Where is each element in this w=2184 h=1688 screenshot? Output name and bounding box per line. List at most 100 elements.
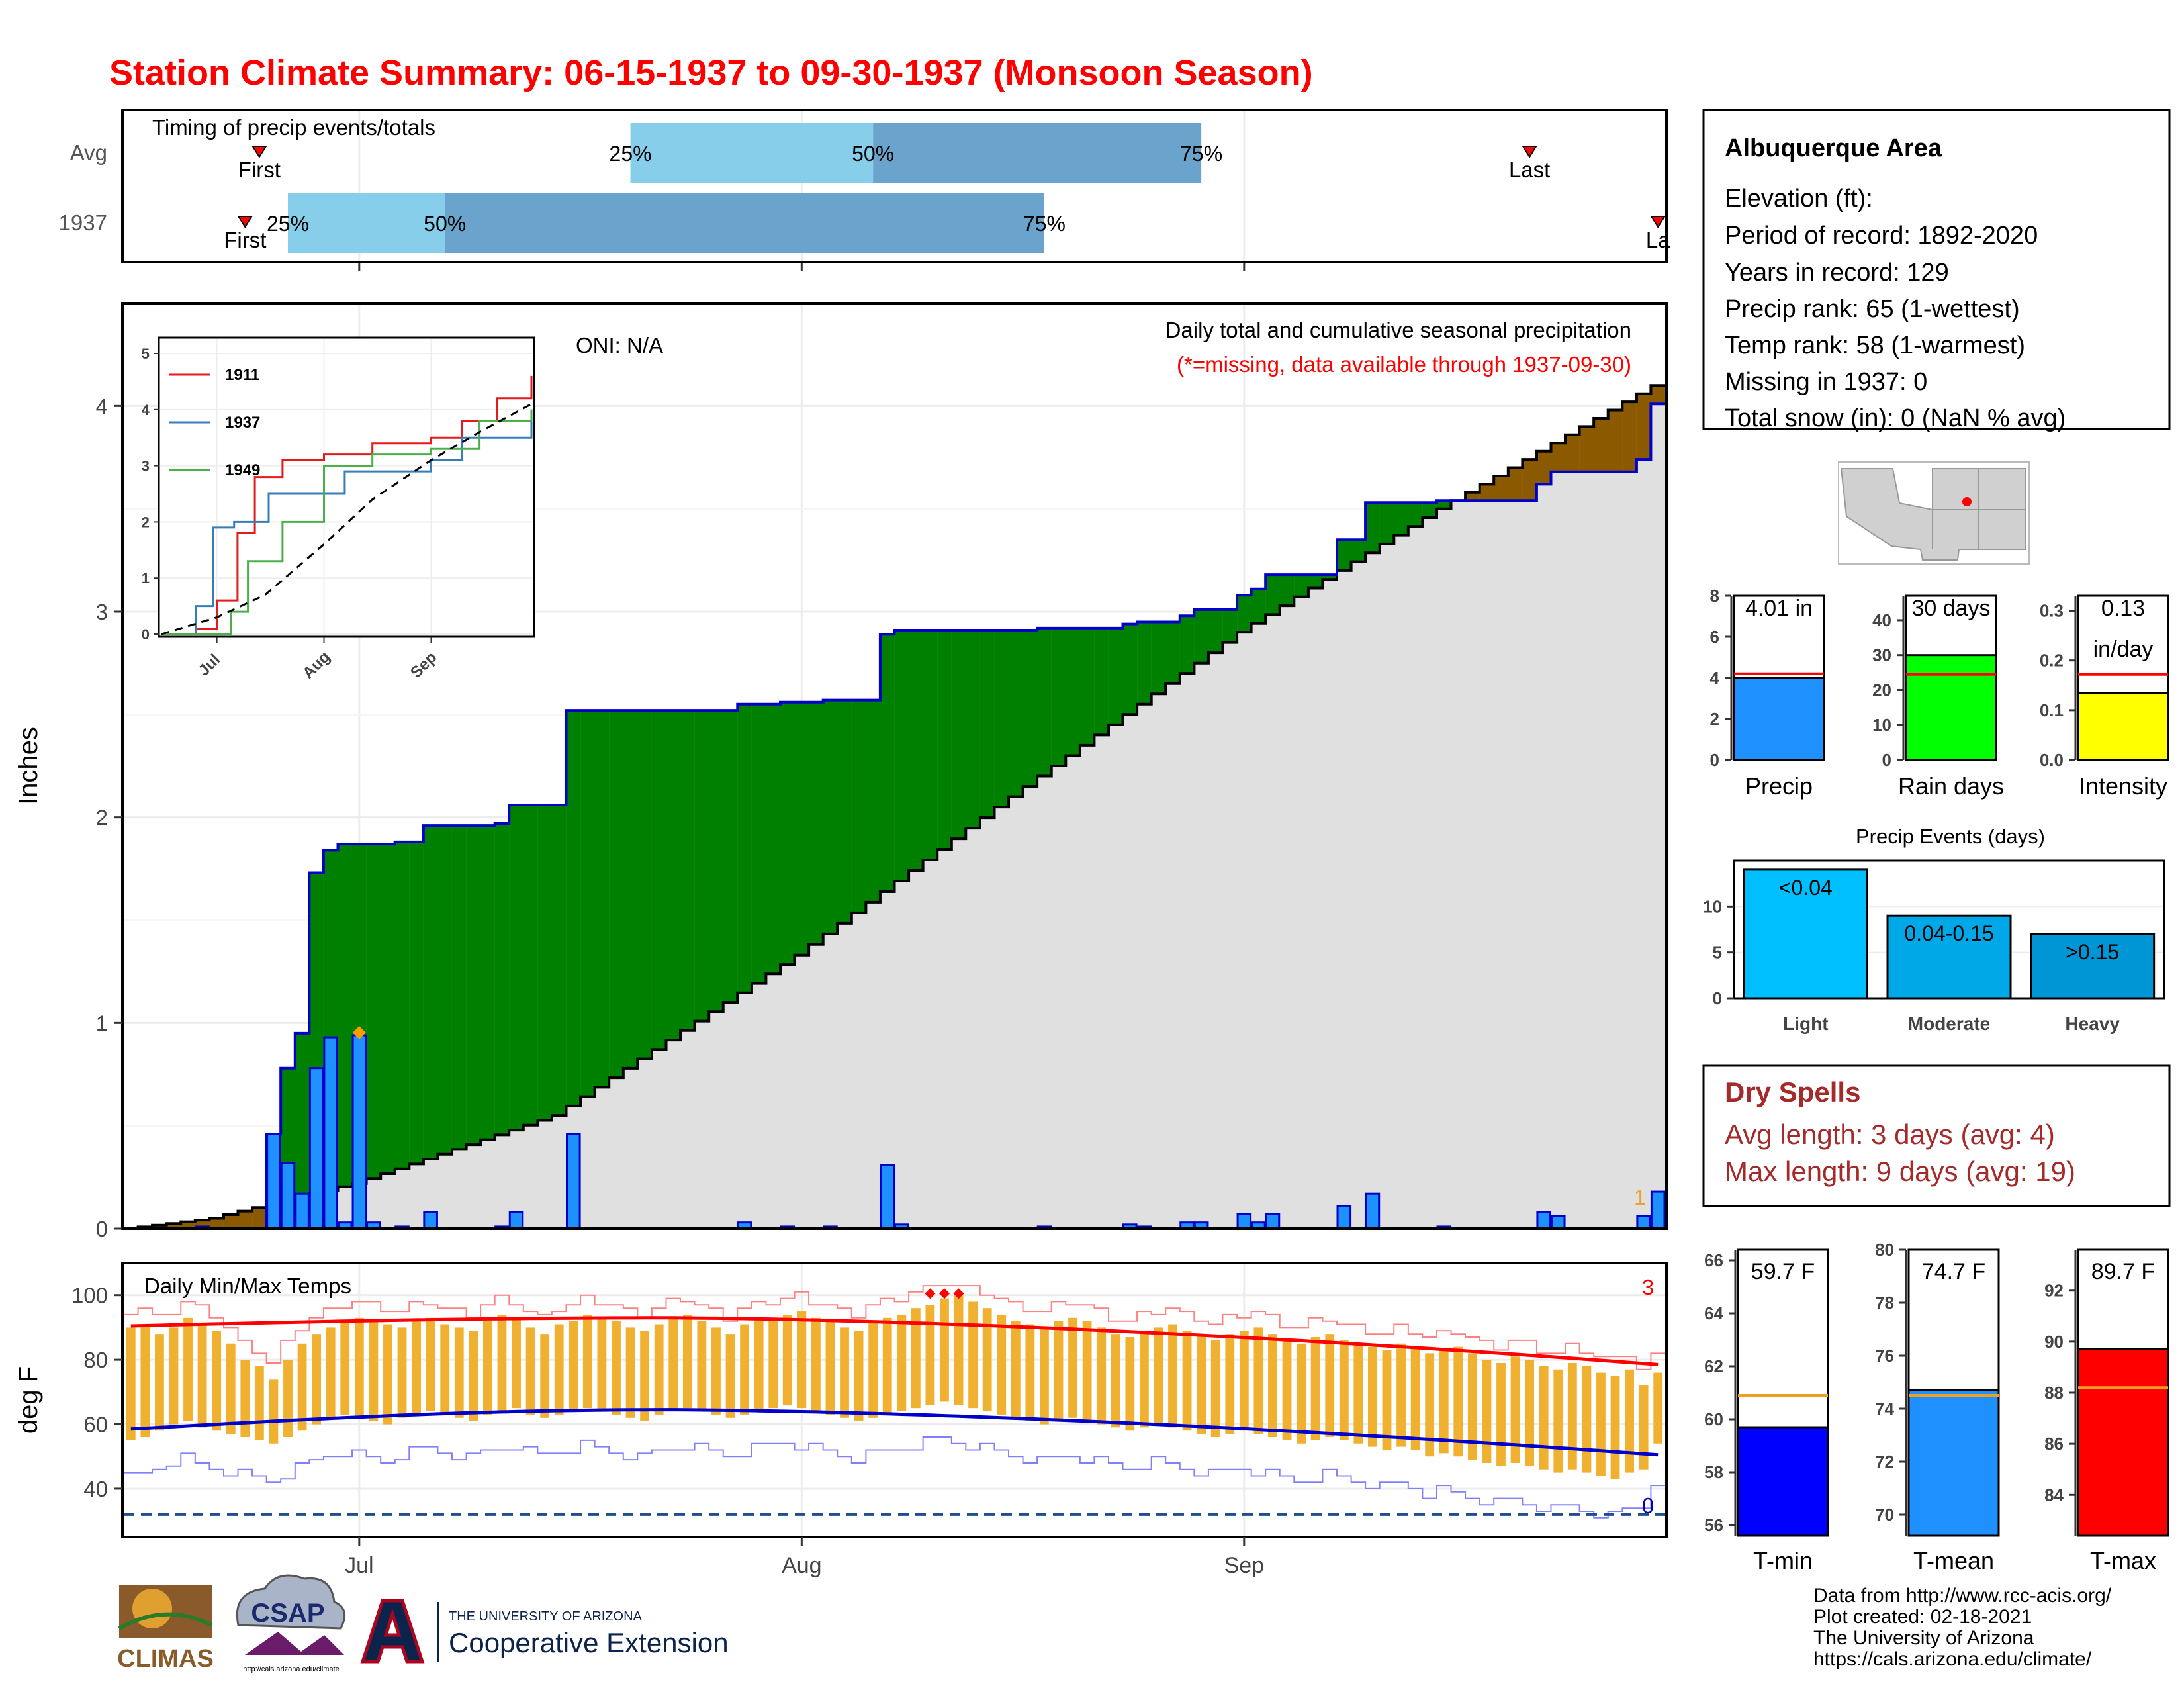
mini-bar-fill xyxy=(1905,654,1997,761)
precip-y-ticks: 0 1 2 3 4 xyxy=(96,394,122,1241)
avg-cumulative-area xyxy=(124,385,1665,1229)
station-marker xyxy=(1962,497,1972,506)
temp-summary-tick-label: 70 xyxy=(1875,1505,1894,1524)
temp-range-bar xyxy=(1239,1331,1249,1431)
avg-cumulative-step xyxy=(124,384,1665,1230)
events-tick-label: 0 xyxy=(1713,988,1722,1008)
station-info-line: Temp rank: 58 (1-warmest) xyxy=(1725,332,2025,359)
daily-precip-bar xyxy=(423,1211,438,1230)
events-bars: <0.04 Light 0.04-0.15 Moderate >0.15 Heavy 0 5 1… xyxy=(1703,859,2165,1034)
time-x-tick-label: Aug xyxy=(782,1553,822,1578)
events-bar-range: >0.15 xyxy=(2066,940,2119,964)
temp-summary-bars: 56 58 60 62 64 66 59.7 F T-min 70 72 74 76 78 80 74.7 … xyxy=(1704,1240,2169,1574)
timing-label-50: 50% xyxy=(852,142,894,165)
precip-y-tick-label: 1 xyxy=(96,1011,108,1035)
temp-range-bar xyxy=(1325,1334,1335,1438)
mini-bar-tick-label: 4 xyxy=(1710,668,1720,688)
temp-summary-tick-label: 66 xyxy=(1704,1250,1723,1270)
station-info-line: Elevation (ft): xyxy=(1725,185,1873,212)
mini-bar-precip: 0 2 4 6 8 4.01 in Precip xyxy=(1710,586,1825,800)
temp-summary-t-mean: 70 72 74 76 78 80 74.7 F T-mean xyxy=(1875,1240,2000,1574)
temp-range-bar xyxy=(1653,1372,1663,1444)
temp-y-tick-label: 60 xyxy=(83,1413,108,1437)
temp-frame xyxy=(121,1262,1668,1538)
temp-range-bar xyxy=(326,1327,336,1418)
inset-lines xyxy=(161,375,533,635)
temp-range-bar xyxy=(882,1317,892,1415)
daily-precip-bar xyxy=(1336,1205,1352,1230)
temp-range-bar xyxy=(982,1308,992,1412)
temp-range-bar xyxy=(269,1379,279,1444)
temp-summary-tick-label: 86 xyxy=(2044,1434,2064,1454)
temp-range-bar xyxy=(1496,1362,1506,1466)
precip-y-tick-label: 4 xyxy=(96,394,108,418)
timing-last-marker xyxy=(1522,146,1537,158)
precip-y-tick-label: 0 xyxy=(96,1217,108,1241)
temp-summary-label: T-mean xyxy=(1913,1547,1994,1574)
daily-precip-bar xyxy=(308,1067,324,1230)
climas-logo-sun xyxy=(132,1589,172,1628)
temp-range-bar xyxy=(968,1301,978,1409)
temp-range-bar xyxy=(1210,1340,1220,1438)
temp-range-bar xyxy=(1510,1356,1520,1463)
events-bar-range: 0.04-0.15 xyxy=(1904,921,1993,945)
temp-range-bar xyxy=(426,1317,435,1412)
precip-subtitle: Daily total and cumulative seasonal prec… xyxy=(1165,318,1631,342)
inset-line-1937 xyxy=(161,409,533,635)
timing-first-label: First xyxy=(224,228,266,252)
mini-bar-intensity: 0.0 0.1 0.2 0.3 0.13 in/day Intensity xyxy=(2040,594,2169,800)
events-tick-label: 5 xyxy=(1713,943,1722,962)
temp-summary-tick-label: 90 xyxy=(2044,1332,2064,1352)
footer-line: https://cals.arizona.edu/climate/ xyxy=(1813,1648,2092,1670)
inset-y-tick-label: 5 xyxy=(142,346,150,362)
mini-bar-tick-label: 0 xyxy=(1710,750,1719,770)
temp-range-bar xyxy=(1282,1340,1292,1440)
temp-summary-tick-label: 92 xyxy=(2044,1281,2064,1301)
map-state-borders xyxy=(1932,469,2025,549)
temp-summary-tick-label: 78 xyxy=(1875,1293,1894,1313)
below-avg-area xyxy=(138,385,1665,1229)
temp-range-bar xyxy=(1596,1372,1606,1476)
temp-range-bar xyxy=(340,1321,350,1415)
inset-legend-label: 1911 xyxy=(225,366,259,384)
daily-precip-bar xyxy=(508,1211,524,1230)
footer-line: Plot created: 02-18-2021 xyxy=(1813,1606,2032,1628)
temp-title: Daily Min/Max Temps xyxy=(144,1274,351,1298)
temp-summary-fill xyxy=(2077,1348,2169,1537)
mini-bar-tick-label: 10 xyxy=(1872,715,1891,735)
temp-range-bar xyxy=(640,1331,650,1421)
events-tick-label: 10 xyxy=(1703,896,1722,916)
record-high-marker xyxy=(925,1288,936,1299)
temp-range-bar xyxy=(440,1324,450,1415)
temp-range-bar xyxy=(1482,1360,1492,1463)
temp-range-bar xyxy=(668,1317,678,1412)
temp-range-bar xyxy=(1297,1343,1306,1444)
events-title: Precip Events (days) xyxy=(1856,825,2045,848)
max-daily-marker xyxy=(352,1025,366,1039)
timing-bar-q50-q75 xyxy=(873,123,1202,183)
station-info-frame xyxy=(1702,109,2171,430)
temp-range-bar xyxy=(1368,1346,1377,1447)
csap-logo: CSAP http://cals.arizona.edu/climate xyxy=(236,1574,346,1673)
temp-range-bar xyxy=(212,1331,222,1431)
temp-range-bar xyxy=(1639,1385,1649,1470)
temp-range-bar xyxy=(483,1321,492,1415)
seasonal-summary-bars: 0 2 4 6 8 4.01 in Precip 0 10 20 30 40 30 days Rain d… xyxy=(1710,586,2169,800)
temp-range-bar xyxy=(397,1327,407,1418)
daily-precip-bar xyxy=(295,1192,310,1230)
daily-precip-bar xyxy=(1650,1190,1666,1230)
temp-range-bar xyxy=(1610,1376,1620,1479)
daily-precip-bar xyxy=(1265,1213,1281,1230)
temp-range-bar xyxy=(1111,1334,1120,1428)
temp-range-bar xyxy=(169,1327,179,1425)
temp-range-bar xyxy=(1082,1321,1092,1421)
temp-range-bar xyxy=(140,1324,150,1438)
temp-range-bar xyxy=(782,1314,792,1405)
temp-y-tick-label: 100 xyxy=(71,1284,108,1308)
timing-last-label: La xyxy=(1646,228,1670,252)
station-info-line: Period of record: 1892-2020 xyxy=(1725,222,2038,250)
temp-summary-t-max: 84 86 88 90 92 89.7 F T-max xyxy=(2044,1248,2169,1574)
inset-y-tick-label: 4 xyxy=(142,402,150,418)
temp-range-bar xyxy=(1197,1334,1206,1434)
temp-range-bar xyxy=(811,1317,821,1412)
